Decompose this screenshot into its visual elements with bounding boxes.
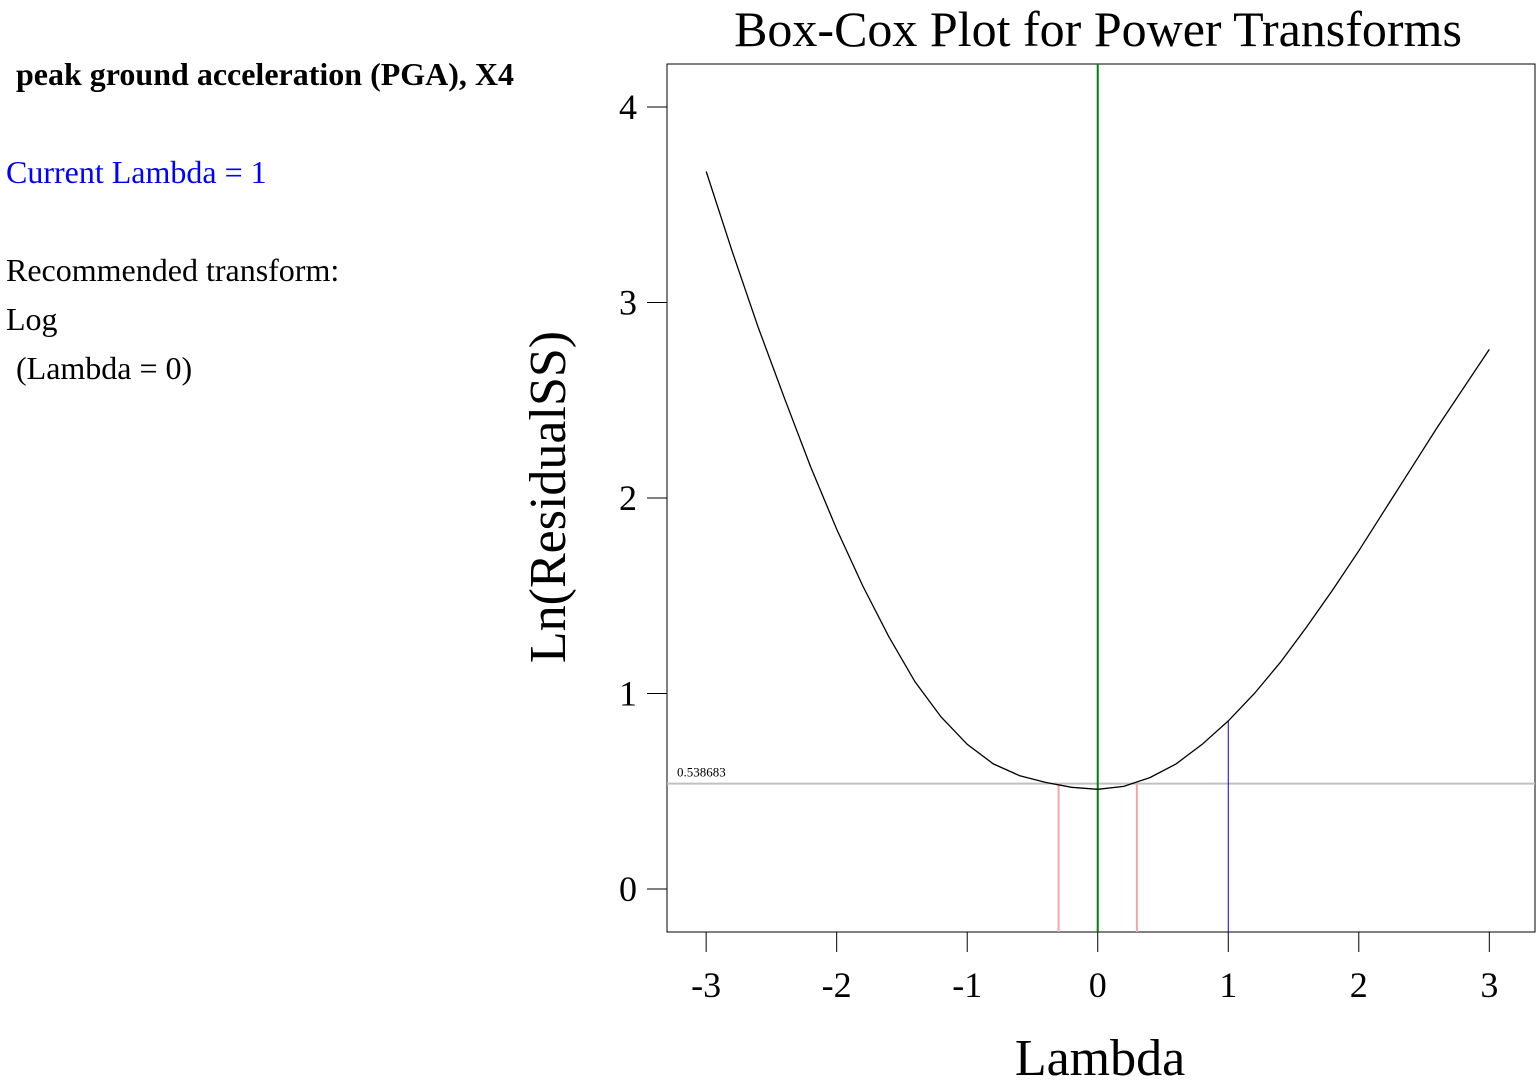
y-tick-label: 4 xyxy=(619,87,637,127)
y-tick-label: 2 xyxy=(619,478,637,518)
recommended-transform-label: Recommended transform: xyxy=(6,252,340,288)
x-tick-label: 3 xyxy=(1480,965,1498,1005)
residual-ss-curve xyxy=(705,171,1490,790)
x-tick-label: 1 xyxy=(1219,965,1237,1005)
y-tick-label: 1 xyxy=(619,673,637,713)
y-tick-label: 0 xyxy=(619,869,637,909)
info-panel: peak ground acceleration (PGA), X4 Curre… xyxy=(0,0,600,420)
recommended-lambda-text: (Lambda = 0) xyxy=(16,350,193,386)
plot-frame xyxy=(666,63,1536,933)
current-lambda-text: Current Lambda = 1 xyxy=(6,154,267,190)
plot-area: -3 -2 -1 0 1 2 3 0 1 2 3 4 0.538683 xyxy=(619,63,1536,1005)
threshold-label: 0.538683 xyxy=(677,765,726,780)
x-tick-label: 0 xyxy=(1089,965,1107,1005)
variable-title: peak ground acceleration (PGA), X4 xyxy=(16,56,515,92)
x-tick-label: -1 xyxy=(952,965,982,1005)
y-axis-label: Ln(ResidualSS) xyxy=(520,331,577,663)
x-tick-label: -2 xyxy=(822,965,852,1005)
y-tick-label: 3 xyxy=(619,283,637,323)
x-tick-label: 2 xyxy=(1350,965,1368,1005)
x-tick-label: -3 xyxy=(691,965,721,1005)
chart-title: Box-Cox Plot for Power Transforms xyxy=(734,1,1462,57)
x-axis-label: Lambda xyxy=(1015,1030,1185,1080)
recommended-transform-name: Log xyxy=(6,301,58,337)
